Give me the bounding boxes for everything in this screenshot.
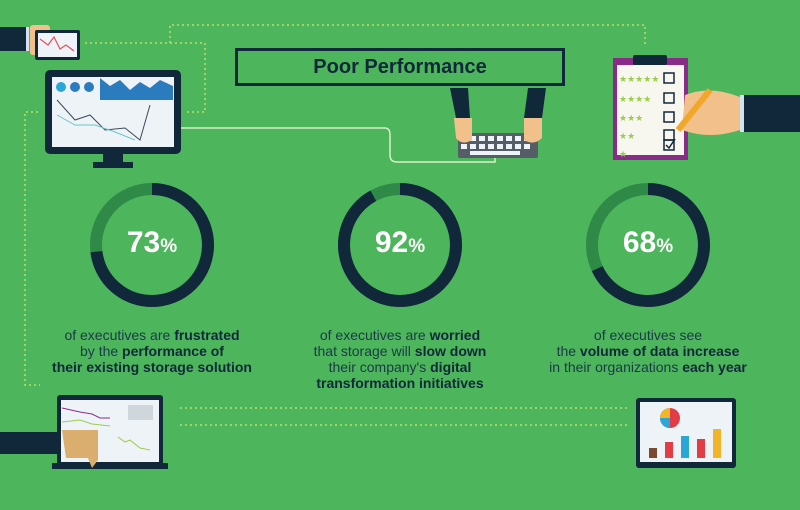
description-line: of executives see bbox=[518, 327, 778, 343]
donut-value-arc bbox=[586, 183, 710, 307]
plain-text: their company's bbox=[328, 359, 431, 375]
stat-value: 68% bbox=[622, 226, 674, 259]
stat-description: of executives are frustrated by the perfo… bbox=[22, 327, 282, 375]
emphasis-text: each year bbox=[682, 359, 747, 375]
page-title: Poor Performance bbox=[313, 55, 487, 78]
svg-text:★★★★: ★★★★ bbox=[619, 95, 651, 105]
donut-chart-1 bbox=[90, 183, 214, 307]
emphasis-text: performance of bbox=[122, 343, 224, 359]
stat-card-2: 92% of executives are worried that storag… bbox=[270, 180, 530, 391]
emphasis-text: slow down bbox=[414, 343, 487, 359]
clipboard-illustration: ★★★★★★★★★★★★★★★ bbox=[613, 55, 800, 160]
emphasis-text: their existing storage solution bbox=[52, 359, 252, 375]
svg-text:★★★: ★★★ bbox=[619, 114, 643, 124]
emphasis-text: frustrated bbox=[174, 327, 240, 343]
description-line: that storage will slow down bbox=[270, 343, 530, 359]
title-box: Poor Performance bbox=[235, 48, 565, 86]
donut-chart-2 bbox=[338, 183, 462, 307]
stat-card-3: 68% of executives see the volume of data … bbox=[518, 180, 778, 375]
description-line: the volume of data increase bbox=[518, 343, 778, 359]
description-line: transformation initiatives bbox=[270, 375, 530, 391]
stat-value: 92% bbox=[374, 226, 426, 259]
keyboard-hands-illustration bbox=[450, 88, 546, 158]
plain-text: of executives see bbox=[593, 327, 703, 343]
plain-text: in their organizations bbox=[549, 359, 683, 375]
plain-text: of executives are bbox=[64, 327, 175, 343]
plain-text: that storage will bbox=[313, 343, 415, 359]
emphasis-text: transformation initiatives bbox=[316, 375, 484, 391]
stat-value: 73% bbox=[126, 226, 178, 259]
emphasis-text: worried bbox=[429, 327, 481, 343]
stat-description: of executives see the volume of data incr… bbox=[518, 327, 778, 375]
stat-description: of executives are worried that storage wi… bbox=[270, 327, 530, 391]
svg-text:★★★★★: ★★★★★ bbox=[619, 75, 659, 85]
plain-text: by the bbox=[80, 343, 123, 359]
donut-value-arc bbox=[338, 183, 462, 307]
bar-chart-screen-illustration bbox=[636, 398, 736, 468]
description-line: by the performance of bbox=[22, 343, 282, 359]
plain-text: of executives are bbox=[319, 327, 430, 343]
description-line: of executives are frustrated bbox=[22, 327, 282, 343]
description-line: in their organizations each year bbox=[518, 359, 778, 375]
donut-chart-3 bbox=[586, 183, 710, 307]
stat-card-1: 73% of executives are frustrated by the p… bbox=[22, 180, 282, 375]
donut-value-arc bbox=[90, 183, 214, 307]
svg-text:★★: ★★ bbox=[619, 132, 635, 142]
tablet-hand-illustration bbox=[0, 25, 80, 60]
description-line: their existing storage solution bbox=[22, 359, 282, 375]
plain-text: the bbox=[556, 343, 580, 359]
monitor-illustration bbox=[45, 70, 181, 168]
laptop-illustration bbox=[0, 395, 168, 469]
description-line: their company's digital bbox=[270, 359, 530, 375]
emphasis-text: volume of data increase bbox=[579, 343, 740, 359]
svg-text:★: ★ bbox=[619, 150, 627, 160]
emphasis-text: digital bbox=[430, 359, 472, 375]
description-line: of executives are worried bbox=[270, 327, 530, 343]
